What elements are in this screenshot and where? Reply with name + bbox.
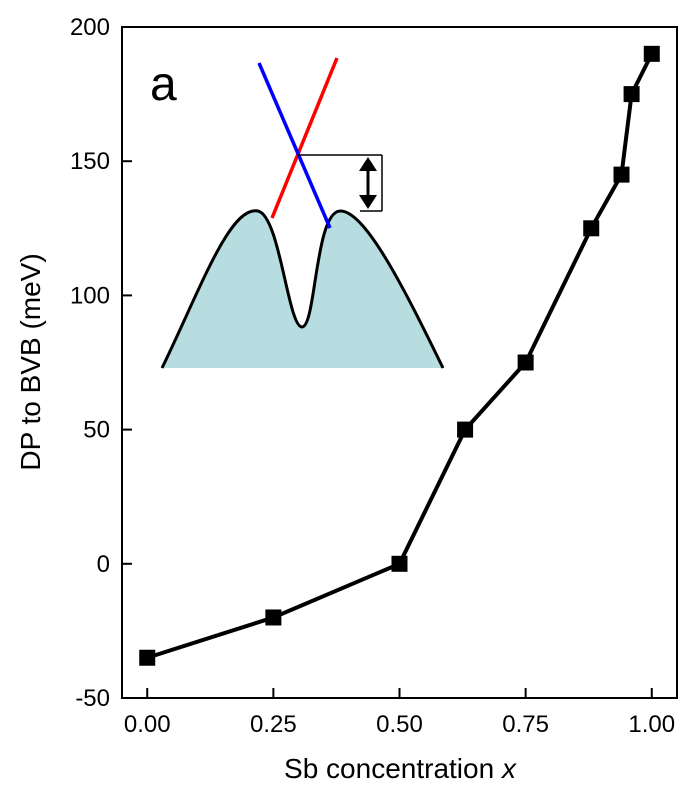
y-tick-label: -50 [75,685,110,712]
x-tick-label: 0.25 [250,711,297,738]
x-tick-label: 0.50 [376,711,423,738]
red-cone [270,57,339,219]
marker [517,354,534,371]
marker [391,555,408,572]
x-tick-label: 0.00 [124,711,171,738]
marker [623,86,640,103]
y-tick-label: 50 [83,417,110,444]
panel-label: a [150,58,177,111]
x-axis-variable: x [500,753,517,784]
marker [139,649,156,666]
marker [613,166,630,183]
y-tick-label: 100 [70,282,110,309]
y-tick-label: 150 [70,148,110,175]
marker [265,609,282,626]
y-tick-label: 0 [97,551,110,578]
band-fill [162,210,443,368]
marker [643,45,660,62]
x-axis-title-text: Sb concentration [284,753,494,784]
y-axis-title: DP to BVB (meV) [15,253,46,470]
arrow-heads [359,157,377,209]
blue-cone [257,62,332,229]
marker [583,220,600,237]
y-tick-label: 200 [70,14,110,41]
x-tick-label: 1.00 [628,711,675,738]
inset-diagram [160,57,445,369]
x-tick-label: 0.75 [502,711,549,738]
band-outline [160,209,445,369]
x-axis-title: Sb concentration x [284,753,517,784]
marker [457,421,474,438]
